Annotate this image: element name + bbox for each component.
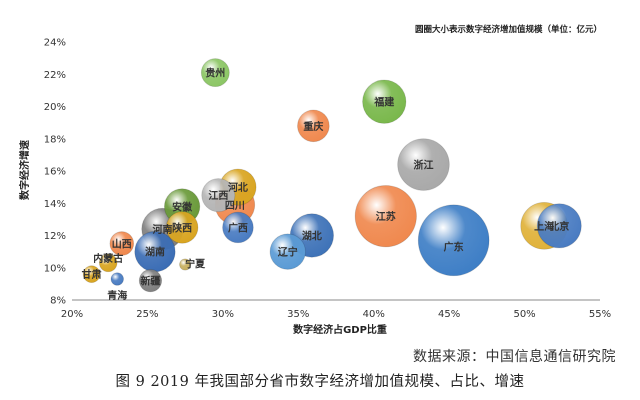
bubble-label: 广西: [228, 221, 248, 234]
bubble-label: 福建: [373, 96, 395, 109]
bubbles: [82, 58, 582, 293]
bubble-label: 上海: [534, 220, 554, 233]
y-tick-label: 14%: [44, 199, 66, 210]
x-tick-label: 50%: [513, 309, 535, 320]
bubble: [110, 272, 124, 286]
bubble: [165, 211, 199, 244]
bubble: [536, 203, 582, 249]
data-source: 数据来源：中国信息通信研究院: [413, 349, 616, 365]
bubble-label: 宁夏: [185, 258, 206, 271]
x-tick-label: 25%: [136, 309, 158, 320]
bubble: [397, 138, 450, 191]
bubble: [200, 58, 230, 88]
bubble-label: 湖北: [302, 230, 322, 243]
bubble-label: 湖南: [145, 246, 165, 259]
y-tick-label: 10%: [44, 263, 66, 274]
x-tick-label: 40%: [363, 309, 385, 320]
bubble-label: 安徽: [172, 200, 193, 213]
bubble-label: 青海: [107, 289, 127, 302]
bubble-label: 重庆: [303, 120, 323, 133]
bubble-label: 浙江: [413, 159, 433, 172]
bubble: [109, 231, 135, 256]
y-tick-label: 20%: [44, 102, 66, 113]
x-axis-title: 数字经济占GDP比重: [293, 323, 387, 336]
bubble: [82, 265, 101, 284]
y-axis-title: 数字经济增速: [18, 140, 31, 200]
x-tick-label: 35%: [287, 309, 309, 320]
bubble: [297, 109, 330, 143]
bubble: [362, 79, 407, 124]
bubble-label: 贵州: [205, 67, 225, 80]
bubble-label: 内蒙古: [93, 252, 123, 265]
bubble-label: 河北: [228, 181, 248, 194]
y-tick-label: 8%: [50, 296, 66, 307]
bubble-label: 广东: [444, 240, 464, 253]
bubble-label: 辽宁: [278, 246, 298, 259]
y-tick-label: 16%: [44, 167, 66, 178]
x-tick-label: 55%: [589, 309, 611, 320]
figure-caption: 图 9 2019 年我国部分省市数字经济增加值规模、占比、增速: [115, 374, 525, 390]
y-tick-label: 18%: [44, 134, 66, 145]
bubble-label: 甘肃: [82, 268, 102, 281]
bubble-label: 江西: [208, 189, 228, 202]
bubble-label: 新疆: [140, 275, 160, 288]
y-tick-label: 22%: [44, 70, 66, 81]
x-tick-label: 30%: [212, 309, 234, 320]
x-tick-label: 45%: [438, 309, 460, 320]
bubble-label: 江苏: [376, 210, 396, 223]
bubble: [138, 269, 163, 293]
bubble: [222, 211, 254, 244]
bubble-chart: 圆圈大小表示数字经济增加值规模（单位：亿元） 20% 25% 30% 35% 40% 45…: [18, 24, 611, 336]
bubble-label: 北京: [549, 220, 569, 233]
axes: 20% 25% 30% 35% 40% 45% 50% 55% 8% 10% 12% 14% 16% 18…: [44, 38, 611, 321]
bubble: [354, 185, 417, 248]
y-tick-label: 24%: [44, 38, 66, 49]
bubble: [417, 204, 490, 277]
size-note: 圆圈大小表示数字经济增加值规模（单位：亿元）: [415, 24, 602, 35]
bubble-label: 四川: [225, 200, 245, 212]
bubble: [201, 178, 236, 213]
y-tick-label: 12%: [44, 231, 66, 242]
bubble-label: 陕西: [172, 221, 192, 234]
bubble: [179, 258, 192, 271]
x-tick-label: 20%: [61, 309, 83, 320]
bubble-label: 山西: [112, 238, 132, 251]
bubble: [98, 253, 118, 273]
bubble: [269, 233, 306, 270]
bubble-label: 河南: [153, 223, 173, 236]
